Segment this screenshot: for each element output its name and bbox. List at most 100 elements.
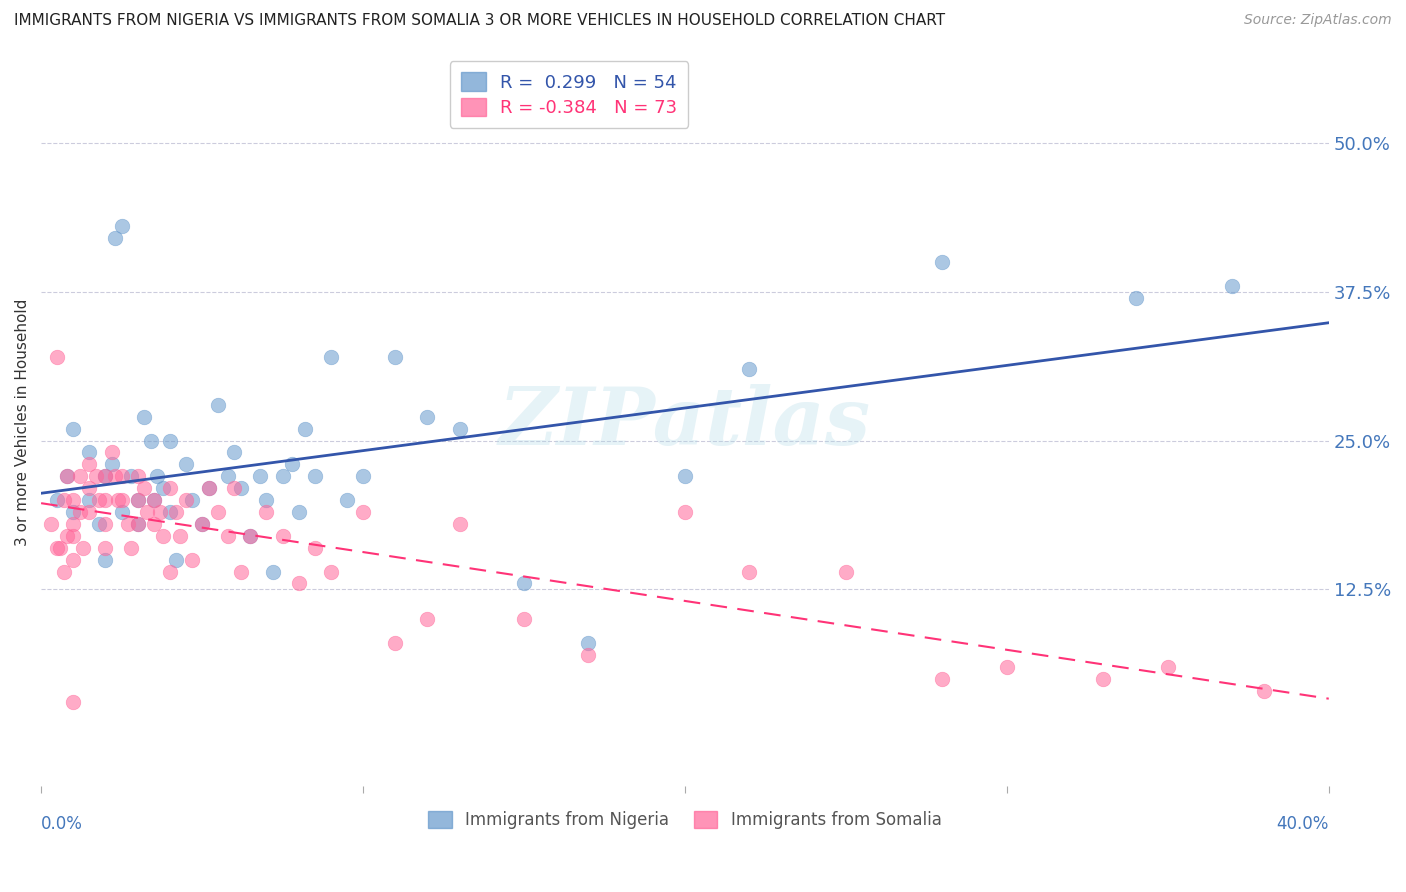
Point <box>174 493 197 508</box>
Point <box>62 529 84 543</box>
Point <box>104 469 127 483</box>
Point <box>62 422 84 436</box>
Point <box>79 458 101 472</box>
Point <box>39 516 62 531</box>
Point <box>87 493 110 508</box>
Point <box>197 481 219 495</box>
Point <box>110 505 132 519</box>
Point <box>62 493 84 508</box>
Point <box>191 516 214 531</box>
Point <box>256 505 278 519</box>
Point <box>159 434 181 448</box>
Point <box>738 362 761 376</box>
Point <box>294 422 316 436</box>
Point <box>110 493 132 508</box>
Point <box>1157 659 1180 673</box>
Point <box>174 458 197 472</box>
Point <box>127 493 149 508</box>
Point <box>416 612 439 626</box>
Point <box>134 481 156 495</box>
Point <box>110 219 132 234</box>
Point <box>673 505 696 519</box>
Point <box>738 565 761 579</box>
Point <box>287 505 309 519</box>
Point <box>181 493 204 508</box>
Point <box>52 493 75 508</box>
Point <box>576 636 599 650</box>
Point <box>69 469 91 483</box>
Point <box>46 493 69 508</box>
Point <box>136 505 159 519</box>
Point <box>152 481 174 495</box>
Point <box>271 469 294 483</box>
Point <box>94 469 117 483</box>
Point <box>94 469 117 483</box>
Point <box>142 516 165 531</box>
Text: 40.0%: 40.0% <box>1277 814 1329 833</box>
Point <box>117 516 139 531</box>
Point <box>127 516 149 531</box>
Point <box>239 529 262 543</box>
Point <box>139 434 162 448</box>
Point <box>52 565 75 579</box>
Text: 0.0%: 0.0% <box>41 814 83 833</box>
Point <box>287 576 309 591</box>
Point <box>336 493 359 508</box>
Point <box>181 552 204 566</box>
Point <box>271 529 294 543</box>
Point <box>62 505 84 519</box>
Point <box>120 469 142 483</box>
Point <box>416 409 439 424</box>
Point <box>94 552 117 566</box>
Point <box>49 541 72 555</box>
Point <box>146 469 169 483</box>
Point <box>127 493 149 508</box>
Point <box>281 458 304 472</box>
Point <box>159 481 181 495</box>
Point <box>107 493 129 508</box>
Point <box>159 565 181 579</box>
Point <box>1253 683 1275 698</box>
Point <box>79 481 101 495</box>
Point <box>304 541 326 555</box>
Point <box>931 255 953 269</box>
Point <box>149 505 172 519</box>
Point <box>165 552 187 566</box>
Point <box>384 350 406 364</box>
Point <box>513 576 536 591</box>
Point <box>127 469 149 483</box>
Text: IMMIGRANTS FROM NIGERIA VS IMMIGRANTS FROM SOMALIA 3 OR MORE VEHICLES IN HOUSEHO: IMMIGRANTS FROM NIGERIA VS IMMIGRANTS FR… <box>14 13 945 29</box>
Point <box>56 469 79 483</box>
Point <box>249 469 271 483</box>
Point <box>69 505 91 519</box>
Point <box>79 493 101 508</box>
Point <box>352 505 374 519</box>
Point <box>120 541 142 555</box>
Point <box>673 469 696 483</box>
Point <box>134 409 156 424</box>
Point <box>1092 672 1115 686</box>
Point <box>62 696 84 710</box>
Point <box>256 493 278 508</box>
Point <box>384 636 406 650</box>
Point <box>169 529 191 543</box>
Point <box>449 422 471 436</box>
Text: ZIPatlas: ZIPatlas <box>499 384 870 461</box>
Point <box>995 659 1018 673</box>
Point <box>84 469 107 483</box>
Text: Source: ZipAtlas.com: Source: ZipAtlas.com <box>1244 13 1392 28</box>
Point <box>62 552 84 566</box>
Point <box>101 445 124 459</box>
Point <box>513 612 536 626</box>
Point <box>224 481 246 495</box>
Point <box>576 648 599 662</box>
Point <box>197 481 219 495</box>
Point <box>142 493 165 508</box>
Point <box>46 350 69 364</box>
Point <box>217 469 239 483</box>
Point <box>449 516 471 531</box>
Point <box>72 541 94 555</box>
Point <box>127 516 149 531</box>
Point <box>224 445 246 459</box>
Point <box>79 505 101 519</box>
